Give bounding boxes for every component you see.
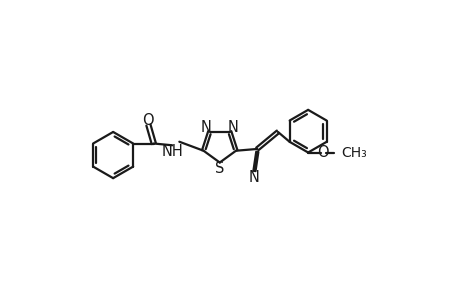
Text: N: N xyxy=(227,120,238,135)
Text: O: O xyxy=(317,145,328,160)
Text: N: N xyxy=(248,169,258,184)
Text: NH: NH xyxy=(162,144,183,159)
Text: O: O xyxy=(141,113,153,128)
Text: CH₃: CH₃ xyxy=(340,146,366,160)
Text: S: S xyxy=(215,161,224,176)
Text: N: N xyxy=(200,120,211,135)
